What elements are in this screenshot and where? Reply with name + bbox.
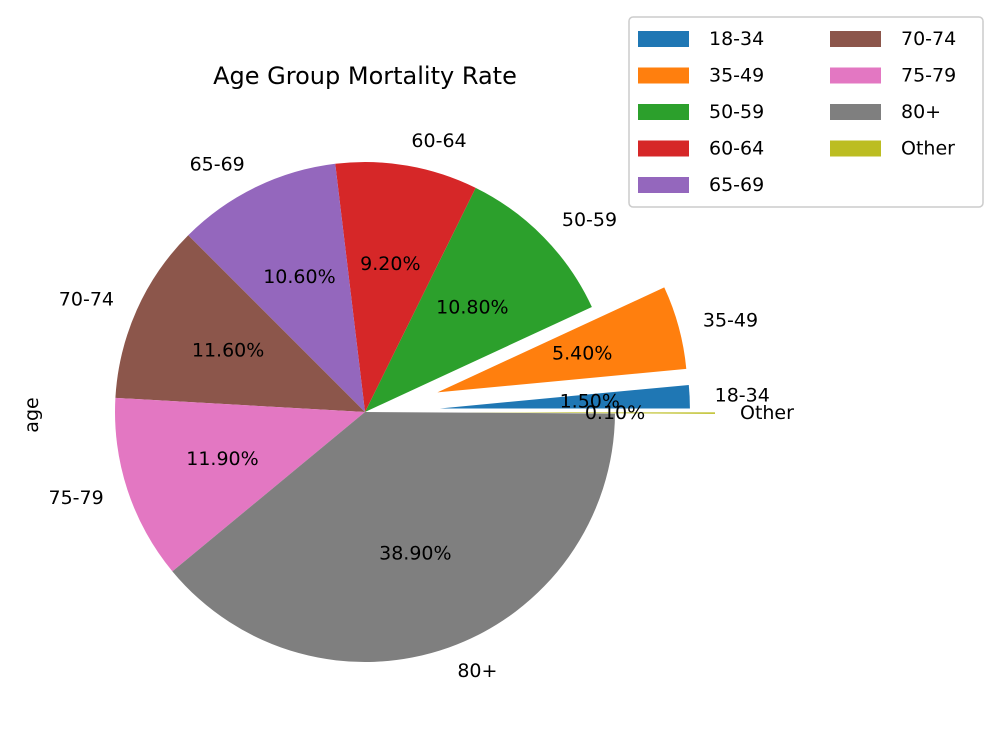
slice-label-18-34: 18-34	[715, 385, 770, 407]
pie-slice-35-49	[437, 287, 687, 393]
slice-percentage-35-49: 5.40%	[552, 342, 612, 364]
legend-swatch-18-34	[638, 31, 689, 47]
slice-label-other: Other	[740, 402, 794, 424]
pie-slice-18-34	[439, 384, 690, 409]
pie-slice-75-79	[115, 397, 365, 572]
pie-slice-other	[464, 412, 715, 414]
slice-label-35-49: 35-49	[703, 310, 758, 332]
legend-label-60-64: 60-64	[709, 138, 764, 160]
legend-label-65-69: 65-69	[709, 174, 764, 196]
pie-slice-50-59	[365, 187, 592, 412]
legend-swatch-65-69	[638, 177, 689, 193]
slice-percentage-other: 0.10%	[585, 402, 645, 424]
percentage-labels: 1.50% 5.40% 10.80% 9.20% 10.60% 11.60% 11.90% 3…	[186, 253, 645, 564]
chart-title: Age Group Mortality Rate	[213, 62, 517, 90]
legend-frame	[628, 16, 984, 208]
legend-label-75-79: 75-79	[901, 65, 956, 87]
legend: 18-34 35-49 50-59 60-64 65-69 70-74 75-79 80+ Ot…	[628, 16, 984, 208]
slice-percentage-80: 38.90%	[379, 542, 451, 564]
slice-percentage-70-74: 11.60%	[192, 340, 264, 362]
pie-slice-65-69	[188, 163, 365, 412]
pie-slice-80	[172, 412, 615, 662]
legend-swatch-80	[830, 104, 881, 120]
slice-percentage-50-59: 10.80%	[436, 296, 508, 318]
legend-label-80: 80+	[901, 101, 941, 123]
slice-percentage-65-69: 10.60%	[263, 266, 335, 288]
y-axis-label: age	[21, 397, 43, 432]
legend-swatch-35-49	[638, 67, 689, 84]
legend-label-50-59: 50-59	[709, 101, 764, 123]
pie-slice-70-74	[115, 235, 365, 412]
legend-label-35-49: 35-49	[709, 65, 764, 87]
slice-label-75-79: 75-79	[49, 487, 104, 509]
legend-swatch-60-64	[638, 140, 689, 157]
slice-percentage-75-79: 11.90%	[186, 448, 258, 470]
legend-swatch-70-74	[830, 31, 881, 47]
slice-percentage-60-64: 9.20%	[360, 253, 420, 275]
slice-percentage-18-34: 1.50%	[560, 390, 620, 412]
slice-label-50-59: 50-59	[562, 209, 617, 231]
slice-label-80: 80+	[457, 660, 497, 682]
legend-label-70-74: 70-74	[901, 28, 956, 50]
slice-labels: 18-34 35-49 50-59 60-64 65-69 70-74 75-79 80+ Ot…	[49, 130, 795, 682]
legend-swatch-50-59	[638, 104, 689, 120]
slice-label-70-74: 70-74	[59, 289, 114, 311]
slice-label-65-69: 65-69	[190, 154, 245, 176]
legend-label-other: Other	[901, 138, 955, 160]
legend-items: 18-34 35-49 50-59 60-64 65-69 70-74 75-79 80+ Ot…	[638, 28, 956, 196]
pie-slice-60-64	[335, 162, 476, 412]
pie-slices	[115, 162, 715, 662]
legend-swatch-75-79	[830, 67, 881, 84]
slice-label-60-64: 60-64	[411, 130, 466, 152]
legend-swatch-other	[830, 140, 881, 157]
legend-label-18-34: 18-34	[709, 28, 764, 50]
